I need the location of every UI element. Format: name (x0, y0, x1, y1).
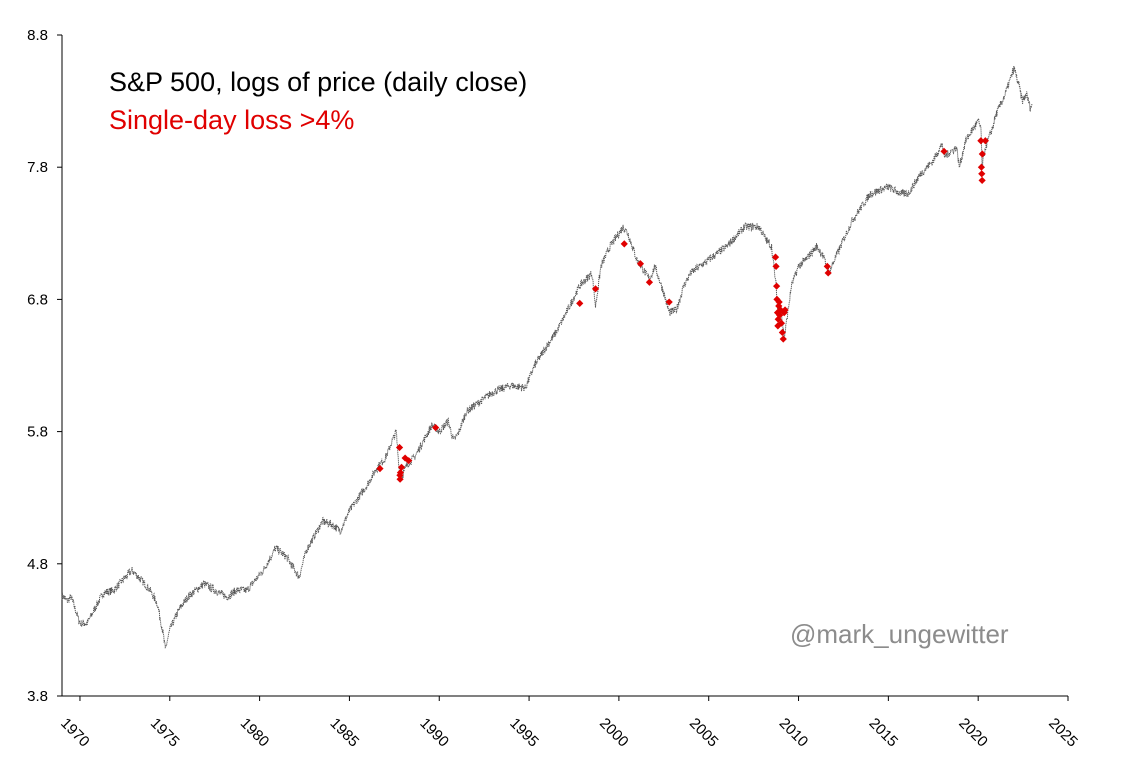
loss-marker (777, 319, 786, 327)
loss-marker (977, 137, 985, 145)
x-tick-label: 1990 (416, 715, 452, 751)
loss-marker (824, 269, 832, 277)
y-ticks: 3.8 4.8 5.8 6.8 7.8 8.8 (27, 27, 62, 705)
loss-marker (778, 328, 786, 337)
loss-marker (396, 475, 404, 483)
chart-title: S&P 500, logs of price (daily close) (109, 67, 527, 97)
price-line (61, 65, 1033, 649)
y-tick-label: 7.8 (27, 159, 48, 176)
loss-marker (823, 262, 831, 270)
x-tick-label: 2020 (955, 715, 991, 751)
x-tick-label: 2010 (776, 715, 812, 751)
loss-marker (432, 424, 440, 432)
x-tick-label: 2000 (596, 715, 632, 751)
loss-marker (775, 298, 783, 306)
loss-marker (940, 147, 948, 155)
loss-marker (781, 306, 789, 314)
y-tick-label: 6.8 (27, 291, 48, 308)
watermark: @mark_ungewitter (790, 619, 1009, 649)
loss-marker (396, 468, 405, 477)
loss-marker (591, 285, 600, 293)
y-tick-label: 8.8 (27, 27, 48, 44)
loss-marker (405, 457, 413, 465)
loss-marker (636, 260, 645, 268)
loss-marker (981, 137, 989, 145)
x-tick-label: 1975 (147, 715, 183, 751)
y-tick-label: 4.8 (27, 556, 48, 573)
y-tick-label: 3.8 (27, 688, 48, 705)
loss-marker (397, 463, 406, 471)
y-tick-label: 5.8 (27, 424, 48, 441)
loss-marker (576, 299, 584, 307)
loss-marker (772, 262, 780, 270)
loss-marker (771, 253, 780, 261)
loss-marker (978, 170, 986, 178)
loss-marker (978, 150, 986, 158)
x-tick-label: 2015 (866, 715, 902, 751)
loss-marker (773, 282, 781, 290)
loss-marker (620, 240, 628, 248)
loss-marker (395, 443, 404, 452)
loss-markers (376, 137, 989, 483)
x-tick-label: 2025 (1045, 715, 1081, 751)
x-tick-label: 1970 (57, 715, 93, 751)
loss-marker (645, 278, 654, 286)
loss-marker (978, 176, 986, 185)
loss-marker (977, 163, 986, 171)
x-ticks: 1970 1975 1980 1985 1990 1995 2000 2005 2010 2015… (57, 696, 1081, 750)
x-tick-label: 1985 (327, 715, 363, 751)
loss-marker (376, 465, 384, 473)
legend-loss-label: Single-day loss >4% (109, 105, 354, 135)
loss-marker (665, 298, 673, 306)
loss-marker (773, 295, 781, 303)
x-tick-label: 2005 (686, 715, 722, 751)
axes (61, 35, 1068, 697)
loss-marker (774, 322, 782, 330)
price-series (61, 65, 1033, 649)
loss-marker (776, 306, 785, 314)
x-tick-label: 1980 (237, 715, 273, 751)
loss-marker (779, 335, 787, 343)
x-tick-label: 1995 (506, 715, 542, 751)
loss-marker (776, 311, 784, 319)
